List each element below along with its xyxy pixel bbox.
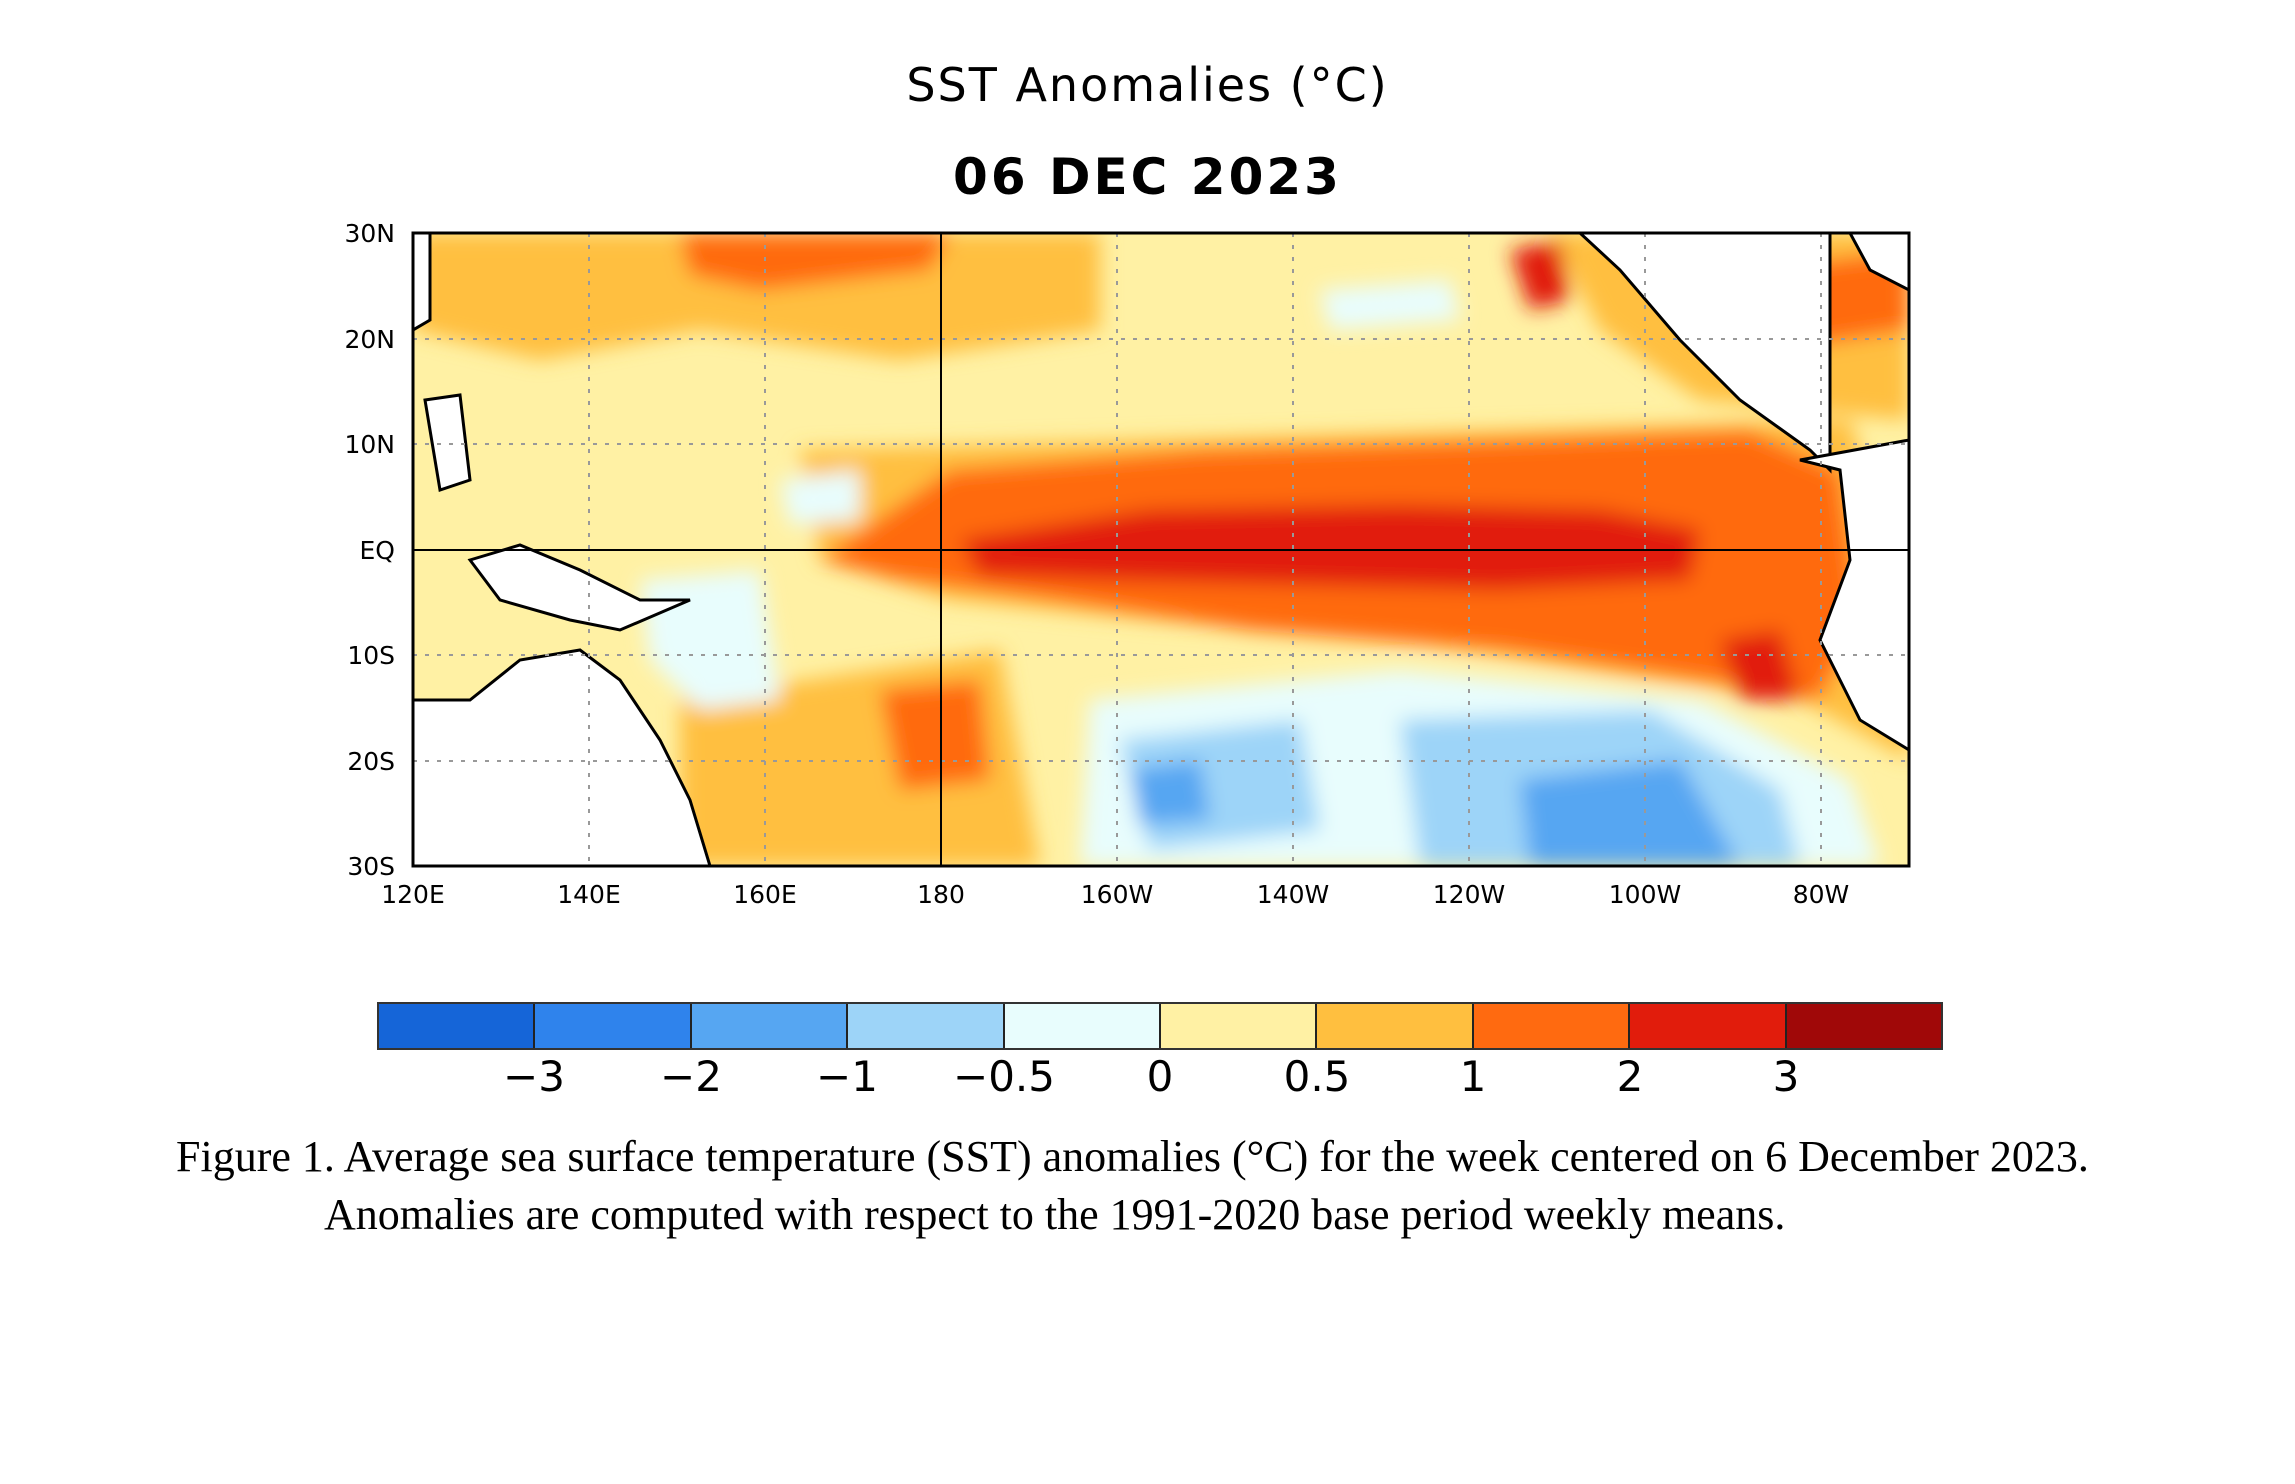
lon-label: 160E — [733, 880, 797, 909]
lat-label: 30N — [344, 219, 395, 248]
legend-tick-label: 2 — [1616, 1052, 1644, 1101]
legend-tick-label: −1 — [816, 1052, 878, 1101]
lat-label: 10N — [344, 430, 395, 459]
figure-caption: Figure 1. Average sea surface temperatur… — [176, 1132, 2089, 1239]
legend-swatch — [1317, 1004, 1474, 1048]
lon-label: 140E — [557, 880, 621, 909]
legend-swatch — [379, 1004, 536, 1048]
map-title: SST Anomalies (°C) — [906, 58, 1389, 112]
lat-label: 10S — [347, 641, 395, 670]
legend-swatch — [1161, 1004, 1318, 1048]
legend-tick-label: −0.5 — [953, 1052, 1055, 1101]
lon-label: 160W — [1081, 880, 1153, 909]
lat-label: EQ — [360, 536, 395, 565]
lat-label: 30S — [347, 852, 395, 881]
legend-tick-label: −2 — [660, 1052, 722, 1101]
lon-label: 120W — [1433, 880, 1505, 909]
land-masses — [413, 233, 1909, 866]
legend-swatch — [1473, 1004, 1631, 1048]
legend-swatch — [691, 1004, 849, 1048]
grid-lines — [413, 233, 1909, 866]
legend-tick-label: 3 — [1772, 1052, 1800, 1101]
legend-swatch — [535, 1004, 692, 1048]
lon-label: 180 — [917, 880, 965, 909]
legend-swatch — [848, 1004, 1005, 1048]
legend-tick-label: 1 — [1459, 1052, 1487, 1101]
legend-tick-label: 0.5 — [1283, 1052, 1351, 1101]
map-date: 06 DEC 2023 — [953, 148, 1342, 206]
lon-label: 140W — [1257, 880, 1329, 909]
legend-tick-label: 0 — [1146, 1052, 1174, 1101]
legend-swatch — [1630, 1004, 1787, 1048]
lon-label: 80W — [1793, 880, 1850, 909]
lon-label: 120E — [381, 880, 445, 909]
lon-label: 100W — [1609, 880, 1681, 909]
map-frame — [411, 231, 1911, 868]
lat-label: 20N — [344, 325, 395, 354]
color-legend-bar — [377, 1002, 1943, 1050]
lat-label: 20S — [347, 747, 395, 776]
legend-swatch — [1786, 1004, 1942, 1048]
legend-swatch — [1004, 1004, 1162, 1048]
legend-tick-label: −3 — [503, 1052, 565, 1101]
